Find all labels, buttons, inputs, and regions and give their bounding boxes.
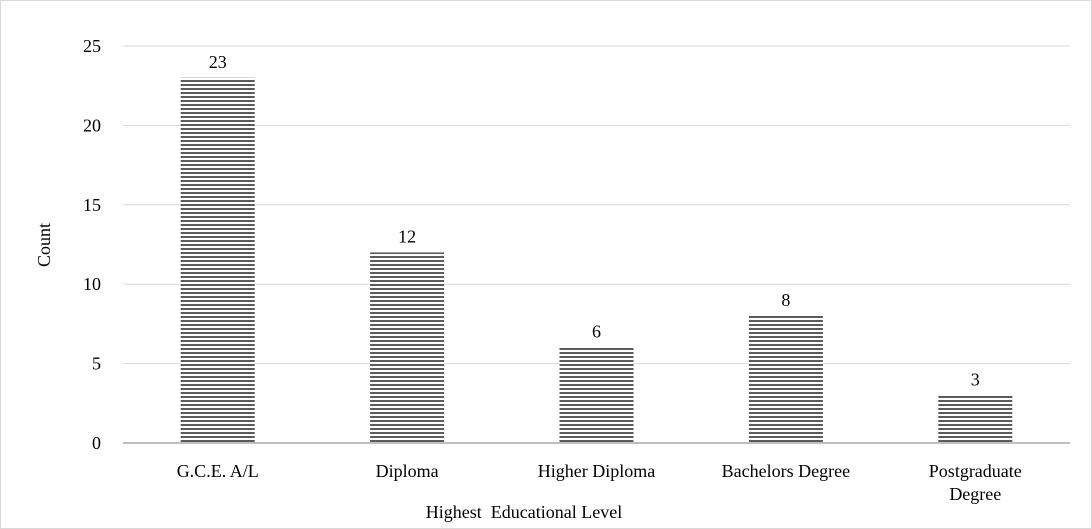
y-tick-labels: 0 5 10 15 20 25: [83, 36, 101, 453]
bars: [180, 77, 1013, 443]
y-tick-label: 10: [83, 274, 101, 294]
y-tick-label: 15: [83, 195, 101, 215]
data-labels: 23 12 6 8 3: [209, 52, 980, 390]
x-category-label: Higher Diploma: [538, 461, 655, 481]
x-category-label: Postgraduate: [929, 461, 1022, 481]
data-label: 3: [971, 369, 980, 389]
data-label: 6: [592, 322, 601, 342]
y-tick-label: 25: [83, 36, 101, 56]
bar: [938, 395, 1013, 443]
x-category-label: G.C.E. A/L: [177, 461, 259, 481]
bar: [559, 347, 634, 443]
data-label: 12: [398, 226, 416, 246]
x-category-label: Bachelors Degree: [722, 461, 850, 481]
x-category-label: Degree: [949, 484, 1001, 504]
y-tick-label: 5: [92, 354, 101, 374]
y-axis-title: Count: [34, 223, 54, 267]
data-label: 23: [209, 52, 227, 72]
bar: [370, 252, 445, 443]
gridlines: [123, 45, 1070, 365]
data-label: 8: [781, 290, 790, 310]
bar: [748, 315, 823, 443]
x-category-labels: G.C.E. A/L Diploma Higher Diploma Bachelors…: [177, 461, 1022, 504]
bar: [180, 77, 255, 443]
y-tick-label: 20: [83, 115, 101, 135]
y-tick-label: 0: [92, 433, 101, 453]
x-axis-title: Highest Educational Level: [426, 502, 622, 522]
x-category-label: Diploma: [376, 461, 439, 481]
